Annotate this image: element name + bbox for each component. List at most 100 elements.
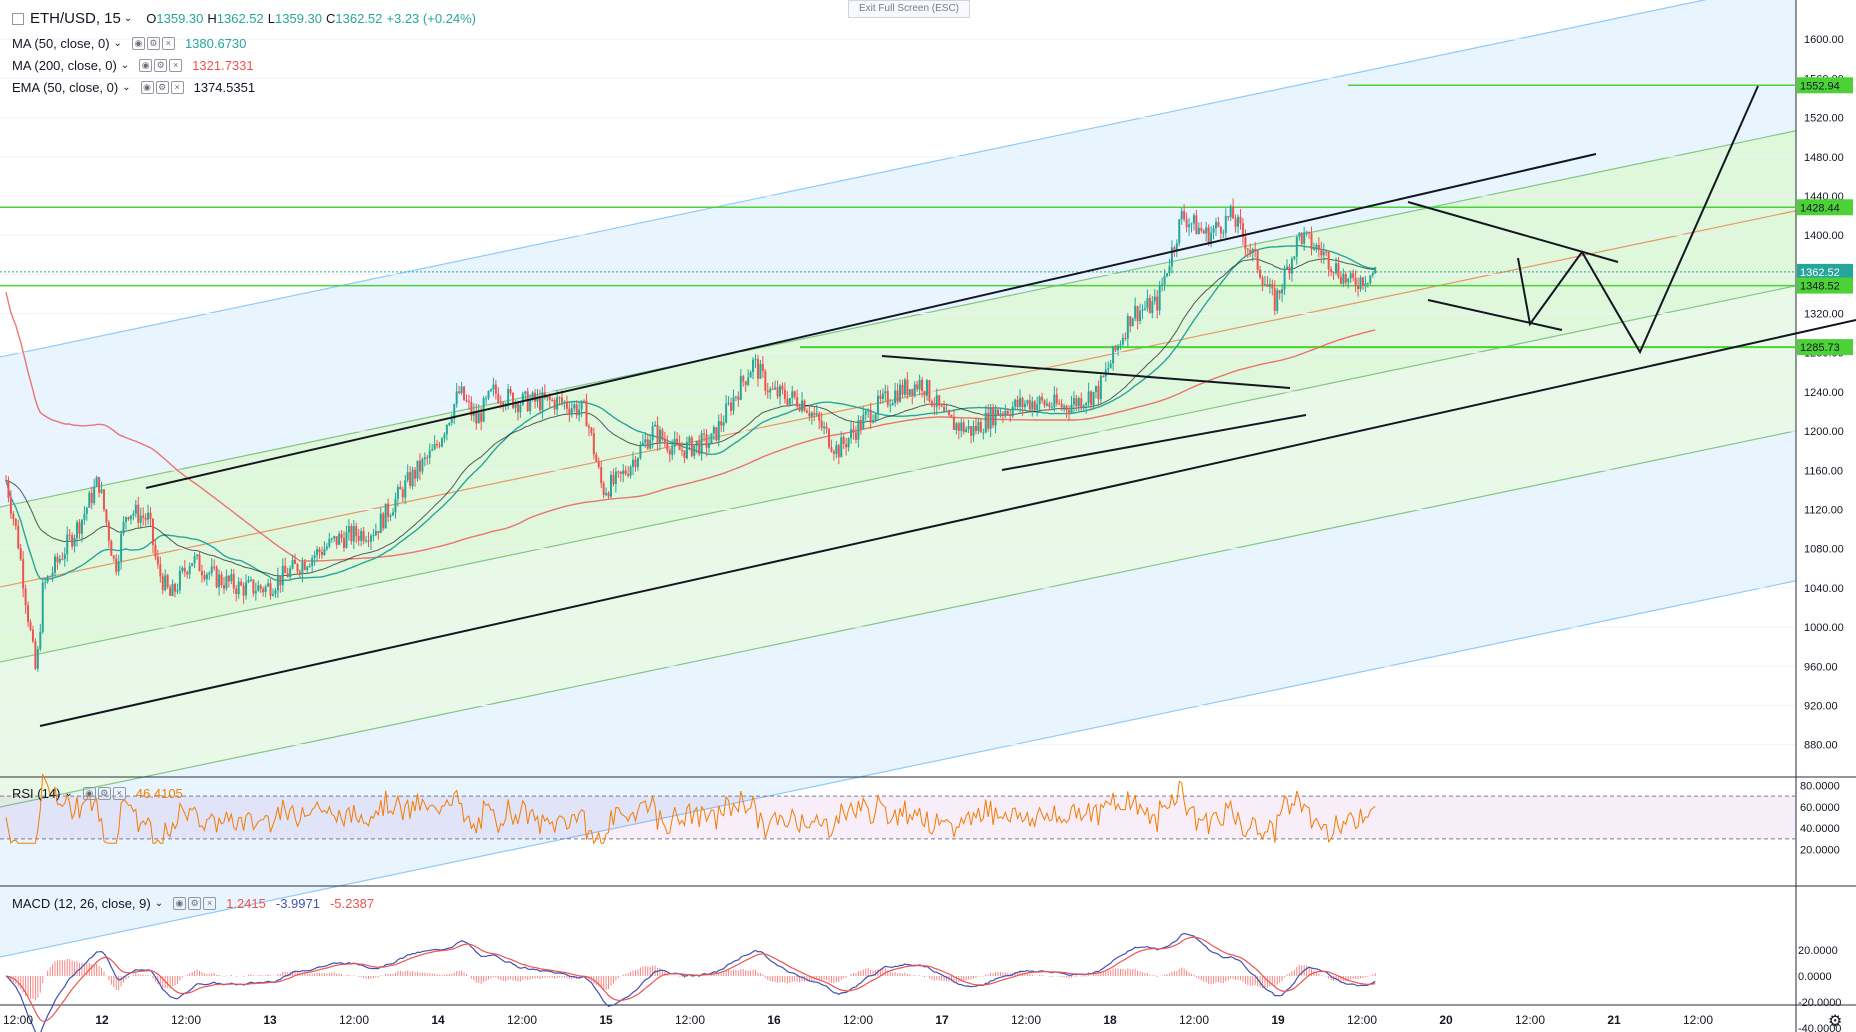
candle-body bbox=[1183, 211, 1186, 220]
time-tick-label: 15 bbox=[599, 1013, 613, 1027]
gear-icon[interactable]: ⚙ bbox=[188, 897, 202, 910]
indicator-label[interactable]: EMA (50, close, 0) bbox=[12, 80, 119, 95]
horizontal-lines[interactable] bbox=[0, 84, 1796, 349]
eye-icon[interactable]: ◉ bbox=[131, 37, 145, 50]
chevron-down-icon[interactable]: ⌄ bbox=[64, 788, 73, 799]
eye-icon[interactable]: ◉ bbox=[140, 81, 154, 94]
candle-body bbox=[166, 575, 169, 588]
candle-body bbox=[311, 557, 314, 566]
candle-body bbox=[867, 409, 870, 412]
candle-body bbox=[612, 474, 615, 484]
macd-tick-label: 20.0000 bbox=[1798, 945, 1838, 957]
symbol-label[interactable]: ETH/USD, 15 bbox=[30, 10, 121, 27]
close-label: C bbox=[326, 11, 336, 26]
candle-body bbox=[928, 380, 931, 402]
candle-body bbox=[587, 426, 590, 428]
candle-body bbox=[1175, 243, 1178, 250]
indicator-label[interactable]: MA (50, close, 0) bbox=[12, 36, 110, 51]
candle-body bbox=[367, 540, 370, 542]
indicator-value: 1321.7331 bbox=[192, 58, 254, 73]
candle-body bbox=[237, 581, 240, 595]
chevron-down-icon[interactable]: ⌄ bbox=[122, 82, 131, 93]
candle-body bbox=[531, 392, 534, 401]
trend-lines[interactable] bbox=[39, 85, 1856, 727]
price-axis[interactable]: 1600.001560.001520.001480.001440.001400.… bbox=[1797, 34, 1853, 1032]
candle-body bbox=[257, 585, 260, 592]
indicator-macd[interactable]: MACD (12, 26, close, 9) ⌄ ◉ ⚙ × 1.2415 -3.… bbox=[12, 896, 374, 911]
candle-body bbox=[869, 409, 872, 423]
candle-body bbox=[1212, 228, 1215, 233]
candle-body bbox=[333, 536, 336, 539]
candle-body bbox=[186, 571, 189, 575]
collapse-icon[interactable] bbox=[12, 12, 24, 25]
candle-body bbox=[409, 472, 412, 486]
candle-body bbox=[600, 467, 603, 484]
gear-icon[interactable]: ⚙ bbox=[1828, 1011, 1842, 1030]
indicator-ema50[interactable]: EMA (50, close, 0) ⌄ ◉ ⚙ × 1374.5351 bbox=[12, 80, 255, 95]
indicator-ma200[interactable]: MA (200, close, 0) ⌄ ◉ ⚙ × 1321.7331 bbox=[12, 58, 254, 73]
gear-icon[interactable]: ⚙ bbox=[154, 59, 168, 72]
candle-body bbox=[970, 426, 973, 436]
candle-body bbox=[651, 426, 654, 441]
price-tag-bg bbox=[1797, 277, 1853, 294]
candle-body bbox=[864, 411, 867, 415]
candle-body bbox=[470, 402, 473, 416]
candle-body bbox=[286, 573, 289, 578]
candle-body bbox=[1001, 413, 1004, 415]
eye-icon[interactable]: ◉ bbox=[139, 59, 153, 72]
candle-body bbox=[796, 397, 799, 407]
gear-icon[interactable]: ⚙ bbox=[146, 37, 160, 50]
close-icon[interactable]: × bbox=[112, 787, 126, 800]
indicator-ma50[interactable]: MA (50, close, 0) ⌄ ◉ ⚙ × 1380.6730 bbox=[12, 36, 246, 51]
candle-body bbox=[563, 401, 566, 403]
candle-body bbox=[725, 403, 728, 423]
time-tick-label: 12:00 bbox=[3, 1013, 33, 1027]
candle-body bbox=[499, 402, 502, 404]
eye-icon[interactable]: ◉ bbox=[173, 897, 187, 910]
symbol-header[interactable]: ETH/USD, 15 ⌄ O 1359.30 H 1362.52 L 1359.30… bbox=[12, 10, 480, 27]
candle-body bbox=[14, 518, 17, 526]
gear-icon[interactable]: ⚙ bbox=[97, 787, 111, 800]
candle-body bbox=[1043, 400, 1046, 406]
indicator-rsi[interactable]: RSI (14) ⌄ ◉ ⚙ × 46.4105 bbox=[12, 786, 183, 801]
candle-body bbox=[654, 424, 657, 427]
candle-body bbox=[1361, 277, 1364, 286]
chevron-down-icon[interactable]: ⌄ bbox=[123, 13, 133, 24]
candle-body bbox=[1298, 232, 1301, 237]
candle-body bbox=[1278, 290, 1281, 294]
candle-body bbox=[66, 534, 69, 555]
close-icon[interactable]: × bbox=[203, 897, 217, 910]
chevron-down-icon[interactable]: ⌄ bbox=[154, 898, 164, 909]
candle-body bbox=[218, 574, 221, 588]
time-axis[interactable]: 12:00 12 12:00 13 12:00 14 12:00 15 12:00 16 12:00… bbox=[3, 1011, 1842, 1030]
candle-body bbox=[365, 540, 368, 542]
candle-body bbox=[418, 460, 421, 472]
candle-body bbox=[431, 449, 434, 451]
candle-body bbox=[1241, 223, 1244, 237]
exit-fullscreen-button[interactable]: Exit Full Screen (ESC) bbox=[848, 0, 970, 18]
eye-icon[interactable]: ◉ bbox=[82, 787, 96, 800]
gear-icon[interactable]: ⚙ bbox=[155, 81, 169, 94]
close-icon[interactable]: × bbox=[161, 37, 175, 50]
candle-body bbox=[614, 471, 617, 484]
candle-body bbox=[115, 558, 118, 572]
candle-body bbox=[1085, 402, 1088, 406]
chevron-down-icon[interactable]: ⌄ bbox=[120, 60, 130, 71]
candle-body bbox=[1286, 266, 1289, 269]
chevron-down-icon[interactable]: ⌄ bbox=[113, 38, 122, 49]
candle-body bbox=[1246, 248, 1249, 251]
candle-body bbox=[1195, 215, 1198, 235]
candle-body bbox=[472, 411, 475, 416]
close-icon[interactable]: × bbox=[169, 59, 183, 72]
candle-body bbox=[1259, 269, 1262, 278]
indicator-label[interactable]: MACD (12, 26, close, 9) bbox=[12, 896, 151, 911]
close-icon[interactable]: × bbox=[170, 81, 184, 94]
indicator-label[interactable]: MA (200, close, 0) bbox=[12, 58, 117, 73]
candle-body bbox=[19, 548, 22, 560]
indicator-label[interactable]: RSI (14) bbox=[12, 786, 61, 801]
candle-body bbox=[820, 420, 823, 429]
time-tick-label: 12 bbox=[95, 1013, 109, 1027]
candle-body bbox=[80, 519, 83, 534]
